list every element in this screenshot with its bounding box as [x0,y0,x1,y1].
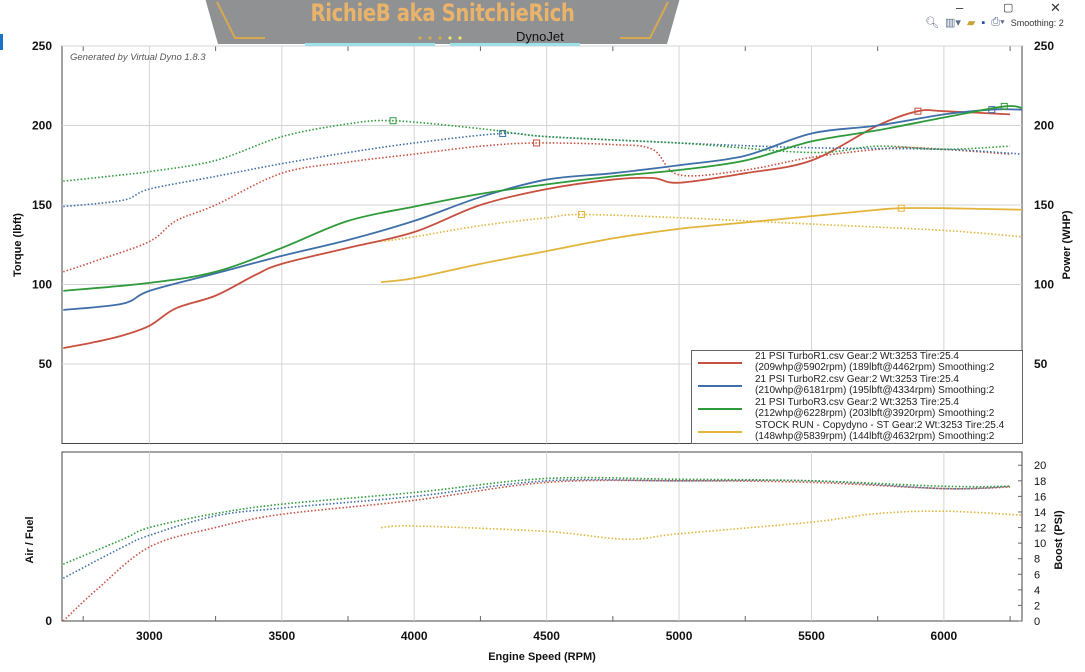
minimize-button[interactable]: – [956,0,964,15]
boost-tick-label: 4 [1034,585,1040,597]
boost-tick-label: 2 [1034,600,1040,612]
power-curve-2 [63,105,1023,292]
peak-torque-marker-3 [578,211,586,219]
y2-tick-label: 250 [1034,39,1054,53]
boost-tick-label: 0 [1034,616,1040,628]
legend: 21 PSI TurboR1.csv Gear:2 Wt:3253 Tire:2… [691,350,1023,444]
maximize-button[interactable]: ▢ [1003,2,1014,14]
save-icon[interactable]: ▪ [981,16,986,29]
chart-title: DynoJet [516,29,564,44]
legend-swatch [698,431,742,433]
y-tick-label: 200 [32,119,52,133]
boost-tick-label: 18 [1034,476,1046,488]
x-tick-label: 5000 [666,629,693,643]
y-tick-label: 100 [32,278,52,292]
legend-name: STOCK RUN - Copydyno - ST Gear:2 Wt:3253… [755,420,1005,431]
magnifier-icon[interactable]: 🔍︎ [925,17,939,29]
y-tick-label: 150 [32,198,52,212]
legend-swatch [698,408,742,410]
printer-icon[interactable]: ⎙▾ [991,16,1005,28]
legend-detail: (212whp@6228rpm) (203lbft@3920rpm) Smoot… [755,408,995,420]
boost-tick-label: 10 [1034,538,1046,550]
power-curve-1 [63,108,1023,311]
x-tick-label: 3500 [268,629,295,643]
af-tick-label: 0 [45,614,52,628]
x-tick-label: 5500 [798,629,825,643]
bottom-plot-frame [61,451,1023,622]
boost-curve-1 [62,478,1011,579]
x-tick-label: 3000 [136,629,163,643]
boost-tick-label: 16 [1034,491,1046,503]
window-edge-accent [0,34,3,50]
boost-tick-label: 6 [1034,569,1040,581]
legend-swatch [698,362,742,364]
boost-tick-label: 14 [1034,507,1046,519]
chart-toolbar: 🔍︎ ▥▾ ▰ ▪ ⎙▾ Smoothing: 2 [925,16,1064,29]
torque-curve-2 [63,119,1011,182]
legend-detail: (209whp@5902rpm) (189lbft@4462rpm) Smoot… [755,362,995,374]
air-fuel-axis-label: Air / Fuel [24,516,36,563]
boost-tick-label: 8 [1034,554,1040,566]
x-tick-label: 4000 [401,629,428,643]
legend-item-r3: 21 PSI TurboR3.csv Gear:2 Wt:3253 Tire:2… [692,397,1022,420]
y2-tick-label: 150 [1034,198,1054,212]
boost-axis-label: Boost (PSI) [1053,510,1065,570]
peak-power-marker-0 [914,107,922,115]
peak-torque-marker-1 [499,129,507,137]
legend-detail: (210whp@6181rpm) (195lbft@4334rpm) Smoot… [755,385,995,397]
legend-name: 21 PSI TurboR1.csv Gear:2 Wt:3253 Tire:2… [755,351,959,362]
power-curve-0 [63,109,1011,349]
peak-power-marker-3 [897,204,905,212]
legend-item-r2: 21 PSI TurboR2.csv Gear:2 Wt:3253 Tire:2… [692,374,1022,397]
y2-tick-label: 200 [1034,119,1054,133]
power-curve-3 [381,207,1023,284]
smoothing-dropdown[interactable]: Smoothing: 2 [1010,17,1064,28]
x-tick-label: 4500 [533,629,560,643]
boost-curve-3 [381,510,1023,541]
peak-torque-marker-2 [389,117,397,125]
boost-curve-0 [62,479,1011,622]
legend-swatch [698,385,742,387]
peak-torque-marker-0 [533,139,541,147]
legend-detail: (148whp@5839rpm) (144lbft@4632rpm) Smoot… [755,431,995,443]
folder-icon[interactable]: ▰ [966,17,976,29]
streamer-banner-overlay: RichieB aka SnitchieRich [205,0,680,46]
y-tick-label: 50 [39,357,53,371]
torque-axis-label: Torque (lbft) [12,213,24,277]
peak-power-marker-2 [1000,102,1008,110]
boost-tick-label: 20 [1034,460,1046,472]
torque-curve-0 [63,142,1011,273]
watermark-text: Generated by Virtual Dyno 1.8.3 [70,52,206,63]
legend-item-stock: STOCK RUN - Copydyno - ST Gear:2 Wt:3253… [692,420,1022,443]
filter-icon[interactable]: ▥▾ [944,17,961,29]
y2-tick-label: 50 [1034,357,1048,371]
torque-curve-1 [63,132,1023,208]
legend-name: 21 PSI TurboR3.csv Gear:2 Wt:3253 Tire:2… [755,397,959,408]
power-axis-label: Power (WHP) [1061,210,1073,279]
x-axis-label: Engine Speed (RPM) [488,651,596,663]
x-tick-label: 6000 [931,629,958,643]
banner-text: RichieB aka SnitchieRich [310,0,575,27]
legend-item-r1: 21 PSI TurboR1.csv Gear:2 Wt:3253 Tire:2… [692,351,1022,374]
y-tick-label: 250 [32,39,52,53]
close-button[interactable]: ✕ [1050,0,1061,15]
boost-tick-label: 12 [1034,523,1046,535]
legend-name: 21 PSI TurboR2.csv Gear:2 Wt:3253 Tire:2… [755,374,959,385]
y2-tick-label: 100 [1034,278,1054,292]
